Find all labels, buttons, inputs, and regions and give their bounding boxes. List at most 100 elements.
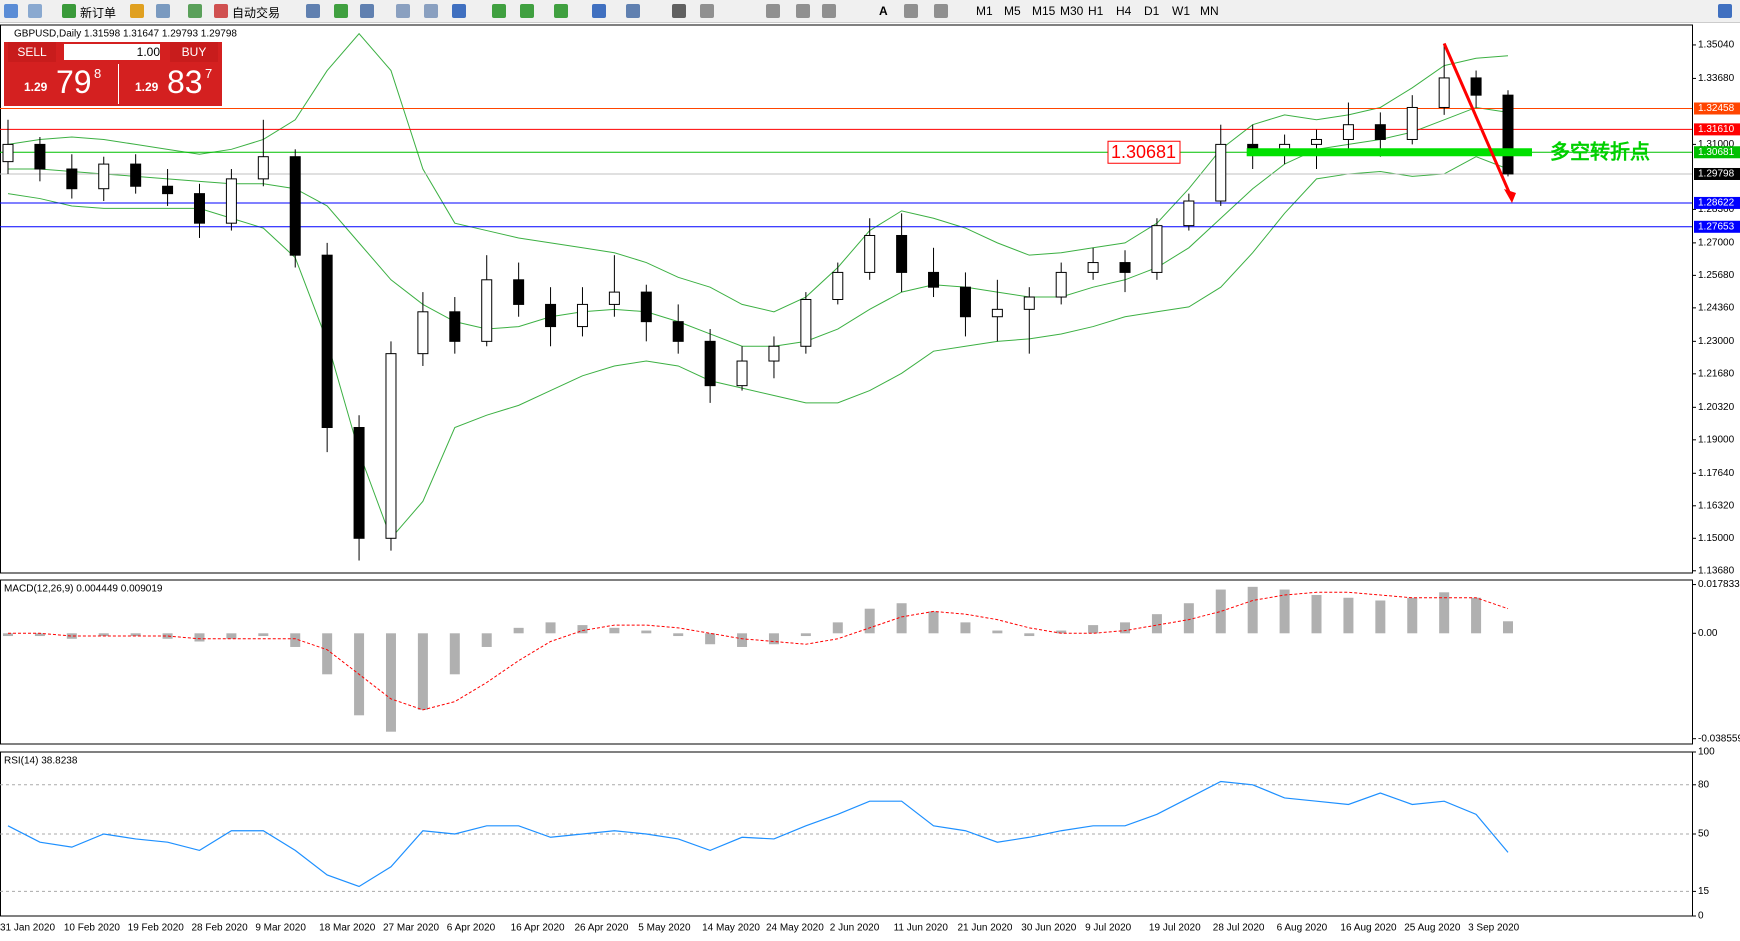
price-prefix: 1.29 bbox=[135, 80, 159, 94]
y-tick-label: 0.017833 bbox=[1698, 579, 1740, 590]
icon[interactable] bbox=[904, 4, 918, 18]
candle-body bbox=[672, 321, 684, 342]
timeframe-button[interactable]: M5 bbox=[1004, 4, 1021, 18]
icon[interactable] bbox=[360, 4, 374, 18]
icon[interactable] bbox=[334, 4, 348, 18]
price-label-box bbox=[1694, 167, 1740, 180]
macd-bar bbox=[1247, 586, 1258, 634]
macd-bar bbox=[513, 627, 524, 634]
y-tick-label: 1.16320 bbox=[1698, 500, 1735, 511]
y-tick-label: 50 bbox=[1698, 829, 1710, 840]
price-label: 1.29798 bbox=[1698, 169, 1735, 180]
candle-body bbox=[1438, 77, 1450, 108]
candle-body bbox=[2, 143, 14, 163]
price-label-box bbox=[1694, 102, 1740, 115]
icon[interactable] bbox=[592, 4, 606, 18]
timeframe-button[interactable]: MN bbox=[1200, 4, 1219, 18]
icon[interactable] bbox=[934, 4, 948, 18]
x-tick-label: 18 Mar 2020 bbox=[319, 923, 376, 934]
y-tick-label: 1.28360 bbox=[1698, 204, 1735, 215]
icon[interactable] bbox=[214, 4, 228, 18]
signal-line bbox=[8, 591, 1509, 711]
macd-bar bbox=[1215, 589, 1226, 634]
macd-bar bbox=[449, 633, 460, 675]
y-tick-label: 1.17640 bbox=[1698, 468, 1735, 479]
panel-title: RSI(14) 38.8238 bbox=[4, 756, 78, 767]
sell-price[interactable]: 1.29 79 8 bbox=[8, 64, 112, 104]
icon[interactable] bbox=[452, 4, 466, 18]
new-order[interactable]: 新订单 bbox=[80, 6, 117, 20]
timeframe-button[interactable]: D1 bbox=[1144, 4, 1160, 18]
macd-bar bbox=[194, 633, 205, 642]
timeframe-button[interactable]: M1 bbox=[976, 4, 993, 18]
y-tick-label: -0.038559 bbox=[1698, 733, 1740, 744]
price-label: 1.28622 bbox=[1698, 198, 1735, 209]
y-tick-label: 1.13680 bbox=[1698, 565, 1735, 576]
timeframe-button[interactable]: H4 bbox=[1116, 4, 1132, 18]
icon[interactable] bbox=[520, 4, 534, 18]
candle-body bbox=[1087, 262, 1099, 273]
lot-size[interactable]: 1.00 bbox=[64, 44, 160, 60]
icon[interactable] bbox=[626, 4, 640, 18]
icon[interactable] bbox=[130, 4, 144, 18]
y-tick-label: 1.33680 bbox=[1698, 73, 1735, 84]
icon[interactable] bbox=[554, 4, 568, 18]
macd-bar bbox=[66, 633, 77, 639]
timeframe-button[interactable]: M30 bbox=[1060, 4, 1084, 18]
chart-area: GBPUSD,Daily 1.31598 1.31647 1.29793 1.2… bbox=[0, 24, 1740, 934]
icon[interactable] bbox=[28, 4, 42, 18]
candle-body bbox=[1311, 138, 1323, 145]
candle-body bbox=[353, 427, 365, 539]
icon[interactable] bbox=[424, 4, 438, 18]
candle-body bbox=[736, 360, 748, 387]
sell-button[interactable]: SELL bbox=[8, 42, 56, 62]
rsi-line bbox=[7, 780, 1509, 888]
candle-body bbox=[321, 254, 333, 429]
icon[interactable] bbox=[796, 4, 810, 18]
icon[interactable] bbox=[766, 4, 780, 18]
y-tick-label: 1.20320 bbox=[1698, 402, 1735, 413]
icon[interactable] bbox=[822, 4, 836, 18]
y-tick-label: 80 bbox=[1698, 779, 1710, 790]
y-tick-label: 1.19000 bbox=[1698, 434, 1735, 445]
macd-bar bbox=[737, 633, 748, 647]
bollinger-band bbox=[7, 32, 1509, 313]
macd-bar bbox=[1311, 595, 1322, 634]
y-tick-label: 1.25680 bbox=[1698, 270, 1735, 281]
icon[interactable] bbox=[306, 4, 320, 18]
text-tool[interactable]: A bbox=[879, 4, 888, 18]
candle-body bbox=[1023, 296, 1035, 310]
one-click-trading: SELL 1.00 BUY 1.29 79 8 1.29 83 7 bbox=[4, 42, 222, 106]
candle-body bbox=[1055, 271, 1067, 298]
macd-bar bbox=[258, 633, 269, 637]
panel-frame bbox=[0, 24, 1693, 574]
y-tick-label: 1.23000 bbox=[1698, 336, 1735, 347]
timeframe-button[interactable]: H1 bbox=[1088, 4, 1104, 18]
icon[interactable] bbox=[396, 4, 410, 18]
icon[interactable] bbox=[4, 4, 18, 18]
price-small: 8 bbox=[94, 66, 102, 81]
x-tick-label: 28 Feb 2020 bbox=[191, 923, 248, 934]
icon[interactable] bbox=[188, 4, 202, 18]
price-big: 83 bbox=[167, 64, 203, 100]
macd-bar bbox=[1151, 614, 1162, 634]
buy-button[interactable]: BUY bbox=[170, 42, 218, 62]
icon[interactable] bbox=[1718, 4, 1732, 18]
icon[interactable] bbox=[700, 4, 714, 18]
y-tick-label: 1.31000 bbox=[1698, 139, 1735, 150]
auto-trading[interactable]: 自动交易 bbox=[232, 6, 281, 20]
y-tick-label: 1.24360 bbox=[1698, 303, 1735, 314]
arrow-head bbox=[1504, 188, 1516, 203]
timeframe-button[interactable]: W1 bbox=[1172, 4, 1190, 18]
icon[interactable] bbox=[62, 4, 76, 18]
timeframe-button[interactable]: M15 bbox=[1032, 4, 1056, 18]
icon[interactable] bbox=[156, 4, 170, 18]
price-label-box bbox=[1694, 196, 1740, 209]
icon[interactable] bbox=[672, 4, 686, 18]
price-label-box bbox=[1694, 123, 1740, 136]
buy-price[interactable]: 1.29 83 7 bbox=[118, 64, 223, 104]
pivot-zone bbox=[1246, 148, 1532, 157]
icon[interactable] bbox=[492, 4, 506, 18]
candle-body bbox=[1470, 77, 1482, 96]
price-label: 1.30681 bbox=[1698, 147, 1735, 158]
